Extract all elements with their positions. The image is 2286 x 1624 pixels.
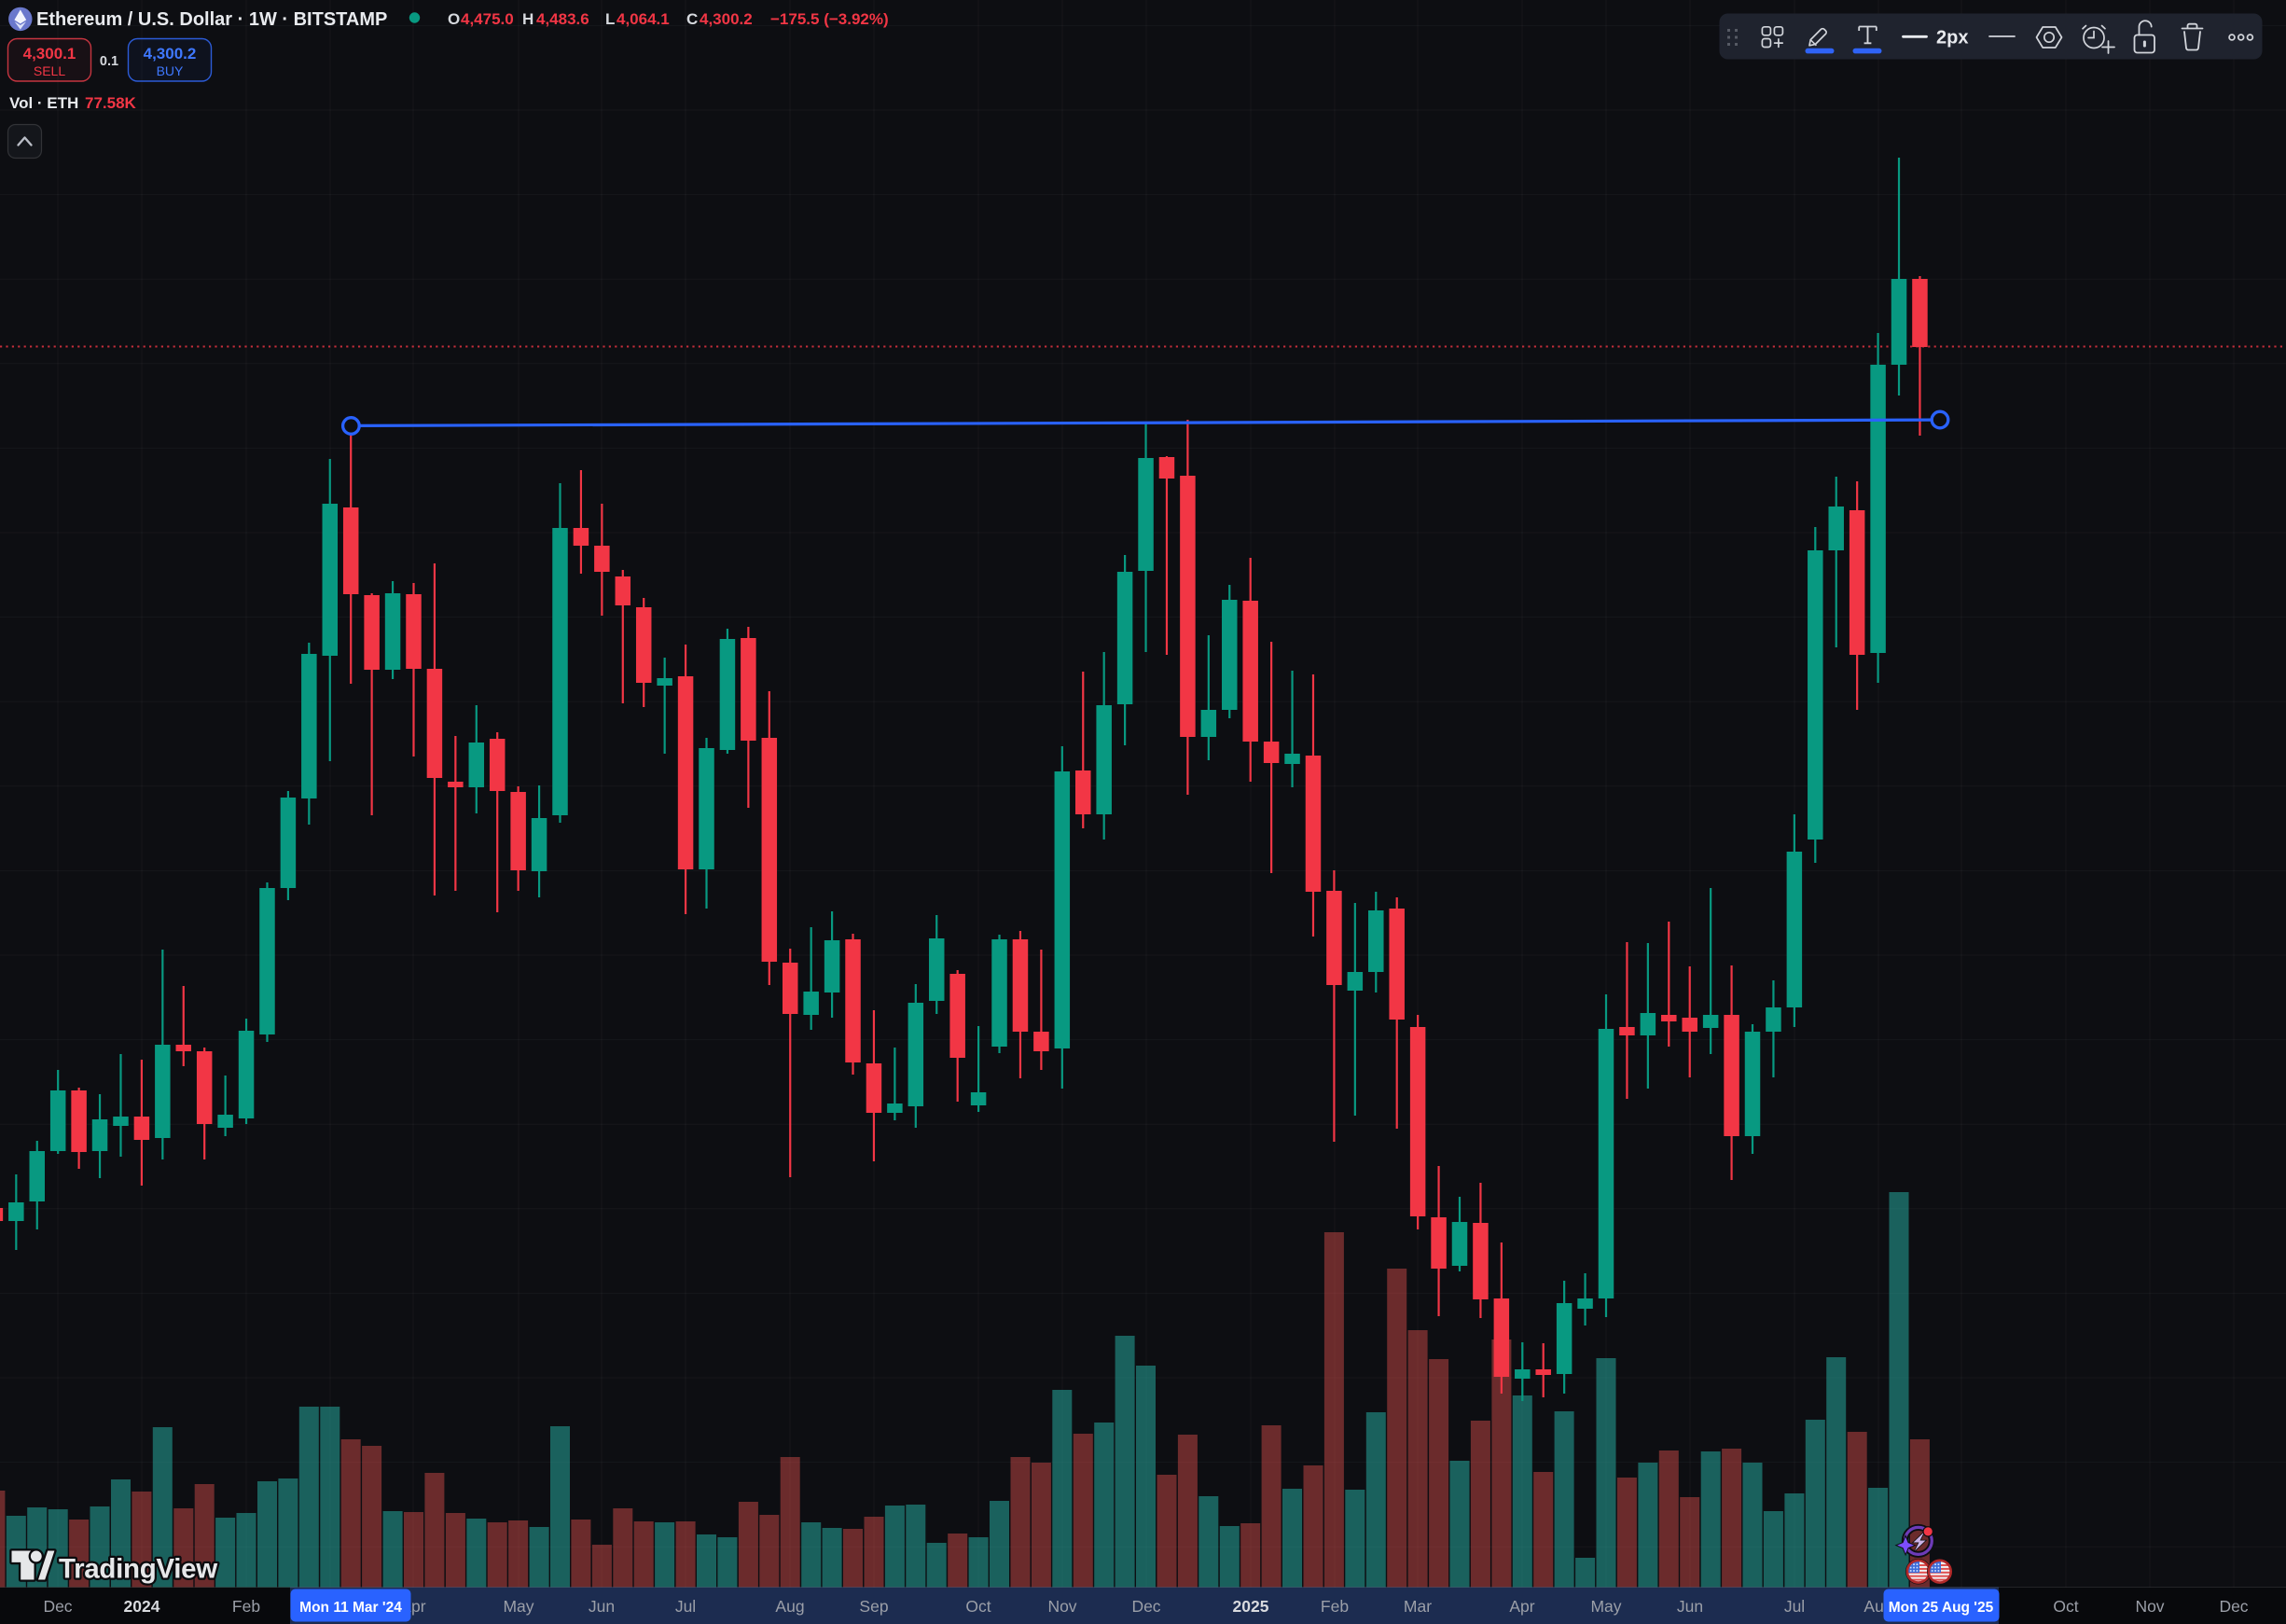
svg-text:O: O	[448, 10, 460, 28]
svg-text:4,475.0: 4,475.0	[461, 10, 514, 28]
svg-text:Dec: Dec	[1131, 1597, 1160, 1616]
svg-text:Aug: Aug	[775, 1597, 804, 1616]
svg-text:H: H	[522, 10, 533, 28]
svg-text:Dec: Dec	[43, 1597, 72, 1616]
svg-text:May: May	[503, 1597, 533, 1616]
svg-text:Feb: Feb	[1321, 1597, 1349, 1616]
svg-text:Nov: Nov	[1047, 1597, 1076, 1616]
svg-text:Jun: Jun	[589, 1597, 615, 1616]
svg-text:Nov: Nov	[2135, 1597, 2164, 1616]
svg-text:Ethereum / U.S. Dollar · 1W ·: Ethereum / U.S. Dollar · 1W · BITSTAMP	[36, 9, 387, 30]
svg-text:May: May	[1590, 1597, 1621, 1616]
svg-text:4,300.2: 4,300.2	[700, 10, 753, 28]
svg-text:2024: 2024	[124, 1597, 160, 1616]
svg-text:Oct: Oct	[965, 1597, 991, 1616]
svg-text:Mon 25 Aug '25: Mon 25 Aug '25	[1889, 1600, 1994, 1616]
svg-text:4,483.6: 4,483.6	[536, 10, 589, 28]
svg-text:2025: 2025	[1233, 1597, 1269, 1616]
svg-text:4,300.2: 4,300.2	[144, 45, 197, 62]
svg-text:−175.5 (−3.92%): −175.5 (−3.92%)	[770, 10, 889, 28]
svg-text:BUY: BUY	[157, 63, 184, 78]
svg-text:L: L	[605, 10, 615, 28]
svg-text:SELL: SELL	[34, 63, 65, 78]
svg-text:4,300.1: 4,300.1	[23, 45, 76, 62]
svg-text:Sep: Sep	[859, 1597, 888, 1616]
svg-text:2px: 2px	[1936, 28, 1968, 49]
svg-text:C: C	[686, 10, 698, 28]
svg-text:Jul: Jul	[675, 1597, 696, 1616]
svg-text:Mon 11 Mar '24: Mon 11 Mar '24	[299, 1600, 402, 1616]
svg-text:0.1: 0.1	[100, 54, 118, 69]
svg-text:Vol · ETH: Vol · ETH	[9, 94, 78, 112]
svg-text:Dec: Dec	[2219, 1597, 2248, 1616]
svg-text:4,064.1: 4,064.1	[617, 10, 670, 28]
svg-text:Feb: Feb	[232, 1597, 260, 1616]
svg-text:Apr: Apr	[1509, 1597, 1534, 1616]
svg-text:TradingView: TradingView	[59, 1554, 217, 1585]
svg-text:Jun: Jun	[1677, 1597, 1703, 1616]
svg-text:Mar: Mar	[1404, 1597, 1432, 1616]
svg-text:Oct: Oct	[2053, 1597, 2078, 1616]
svg-text:77.58K: 77.58K	[85, 94, 137, 112]
svg-text:Jul: Jul	[1784, 1597, 1805, 1616]
